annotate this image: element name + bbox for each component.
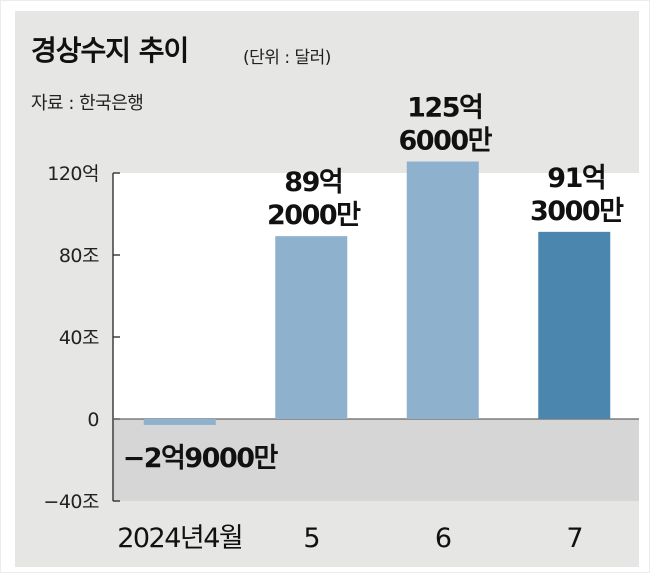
x-tick-label: 5	[303, 523, 319, 554]
unit-note: (단위 : 달러)	[243, 48, 331, 68]
bar-value-label: 91억	[547, 163, 605, 194]
y-tick-label: 0	[87, 409, 99, 431]
bar-value-label: 3000만	[530, 196, 624, 227]
bar	[406, 161, 479, 419]
bar-value-label: −2억9000만	[123, 443, 279, 474]
bar	[538, 231, 611, 419]
bar-value-label: 89억	[284, 167, 342, 198]
y-tick-label: 80조	[59, 245, 99, 267]
negative-zone	[113, 419, 639, 501]
x-tick-label: 6	[435, 523, 451, 554]
bar-value-label: 2000만	[267, 200, 361, 231]
source-note: 자료 : 한국은행	[31, 93, 144, 114]
bar-value-label: 125억	[407, 93, 482, 124]
bar	[275, 236, 348, 419]
x-tick-label: 2024년4월	[117, 523, 242, 554]
y-tick-label: 120억	[47, 163, 99, 185]
y-tick-label: −40조	[43, 491, 99, 513]
chart-title: 경상수지 추이	[31, 34, 189, 67]
bar	[143, 419, 216, 425]
bar-value-label: 6000만	[399, 126, 493, 157]
y-tick-label: 40조	[59, 327, 99, 349]
x-tick-label: 7	[566, 523, 582, 554]
